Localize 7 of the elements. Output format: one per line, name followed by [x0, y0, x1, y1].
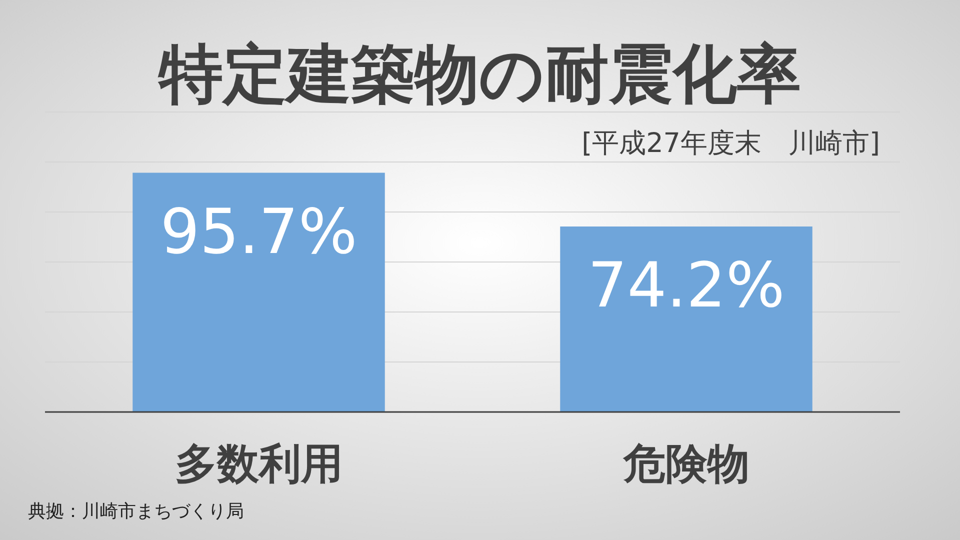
text: [平成27年度末 川崎市] — [582, 128, 880, 159]
data-label: 95.7% — [160, 194, 358, 268]
chart-title: 特定建築物の耐震化率 — [157, 38, 801, 112]
data-label: 74.2% — [588, 248, 785, 322]
x-tick-label: 危険物 — [622, 439, 750, 488]
x-tick-label: 多数利用 — [174, 439, 343, 488]
text: 典拠：川崎市まちづくり局 — [28, 501, 244, 522]
